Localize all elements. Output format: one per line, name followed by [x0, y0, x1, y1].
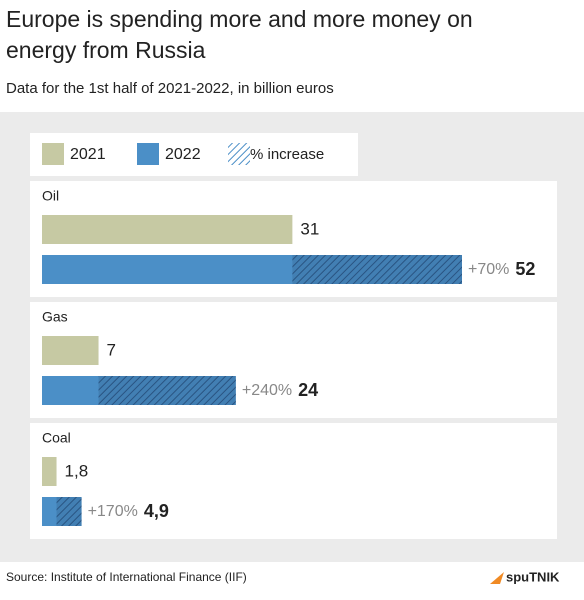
legend-label: 2022	[165, 146, 201, 163]
bar	[42, 457, 57, 486]
brand-logo	[490, 572, 504, 584]
increase-hatch	[56, 497, 82, 526]
source: Source: Institute of International Finan…	[6, 570, 247, 584]
increase-label: +240%	[242, 382, 292, 399]
increase-hatch	[292, 255, 462, 284]
legend-swatch	[42, 143, 64, 165]
increase-label: +170%	[88, 503, 138, 520]
legend-label: 2021	[70, 146, 106, 163]
chart-subtitle: Data for the 1st half of 2021-2022, in b…	[6, 80, 334, 97]
value-label: 31	[300, 219, 319, 238]
value-label: 7	[107, 340, 116, 359]
legend-swatch	[228, 143, 250, 165]
value-label: 1,8	[65, 461, 89, 480]
legend-swatch	[137, 143, 159, 165]
category-label: Gas	[42, 309, 68, 325]
increase-hatch	[98, 376, 236, 405]
category-label: Coal	[42, 430, 71, 446]
title-box: Europe is spending more and more money o…	[6, 6, 473, 63]
value-label: 4,9	[144, 501, 169, 521]
chart-title: Europe is spending more and more money o…	[6, 6, 473, 63]
category-label: Oil	[42, 188, 59, 204]
bar	[42, 336, 99, 365]
legend-label: % increase	[250, 146, 324, 163]
bar	[42, 215, 293, 244]
legend	[30, 133, 358, 176]
value-label: 24	[298, 380, 318, 400]
value-label: 52	[515, 259, 535, 279]
increase-label: +70%	[468, 261, 509, 278]
category-box	[30, 423, 557, 539]
brand: spuTNIK	[506, 569, 560, 584]
